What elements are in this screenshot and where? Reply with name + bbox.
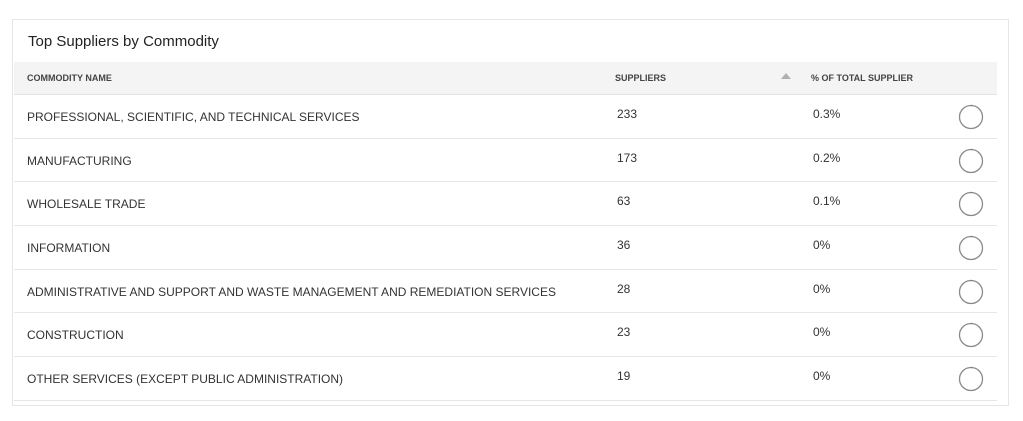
column-header-suppliers[interactable]: SUPPLIERS xyxy=(615,73,667,83)
progress-ring-icon xyxy=(958,322,984,348)
progress-ring-fill xyxy=(958,148,984,174)
suppliers-count-cell: 19 xyxy=(617,369,631,384)
table-row[interactable]: OTHER SERVICES (EXCEPT PUBLIC ADMINISTRA… xyxy=(14,357,997,401)
progress-ring-icon xyxy=(958,148,984,174)
table-row[interactable]: MANUFACTURING 173 0.2% xyxy=(14,139,997,183)
progress-ring-icon xyxy=(958,366,984,392)
table-row[interactable]: INFORMATION 36 0% xyxy=(14,226,997,270)
commodity-name-cell: ADMINISTRATIVE AND SUPPORT AND WASTE MAN… xyxy=(27,284,556,299)
suppliers-count-cell: 233 xyxy=(617,107,638,121)
progress-ring-icon xyxy=(958,104,984,130)
table-row[interactable]: CONSTRUCTION 23 0% xyxy=(14,313,997,358)
sort-arrow-up-icon[interactable] xyxy=(781,73,791,79)
column-header-commodity-name[interactable]: COMMODITY NAME xyxy=(27,73,112,83)
progress-ring-track xyxy=(958,104,984,130)
progress-ring-fill xyxy=(958,366,984,392)
pct-total-cell: 0% xyxy=(813,238,831,253)
progress-ring-track xyxy=(958,235,984,261)
progress-ring-fill xyxy=(958,235,984,261)
table-header: COMMODITY NAME SUPPLIERS % OF TOTAL SUPP… xyxy=(14,62,997,95)
suppliers-count-cell: 28 xyxy=(617,281,631,296)
suppliers-count-cell: 63 xyxy=(617,194,631,209)
pct-total-cell: 0.2% xyxy=(813,150,841,165)
commodity-name-cell: PROFESSIONAL, SCIENTIFIC, AND TECHNICAL … xyxy=(27,110,360,124)
pct-total-cell: 0.1% xyxy=(813,194,841,209)
table-row[interactable]: PROFESSIONAL, SCIENTIFIC, AND TECHNICAL … xyxy=(14,95,997,139)
suppliers-count-cell: 23 xyxy=(617,325,631,340)
pct-total-cell: 0% xyxy=(813,369,831,384)
progress-ring-track xyxy=(958,192,984,217)
progress-ring-fill xyxy=(958,104,984,130)
commodity-name-cell: INFORMATION xyxy=(27,241,111,256)
progress-ring-track xyxy=(958,323,984,348)
progress-ring-fill xyxy=(958,191,984,217)
progress-ring-fill xyxy=(958,279,984,305)
progress-ring-fill xyxy=(958,322,984,348)
pct-total-cell: 0% xyxy=(813,325,831,340)
pct-total-cell: 0% xyxy=(813,281,831,296)
commodity-name-cell: OTHER SERVICES (EXCEPT PUBLIC ADMINISTRA… xyxy=(27,372,344,387)
progress-ring-icon xyxy=(958,235,984,261)
table-row[interactable]: ADMINISTRATIVE AND SUPPORT AND WASTE MAN… xyxy=(14,270,997,314)
progress-ring-track xyxy=(958,366,984,392)
commodity-name-cell: WHOLESALE TRADE xyxy=(27,197,146,212)
commodity-name-cell: CONSTRUCTION xyxy=(27,328,124,343)
commodity-name-cell: MANUFACTURING xyxy=(27,153,132,168)
table-row[interactable]: WHOLESALE TRADE 63 0.1% xyxy=(14,182,997,227)
suppliers-count-cell: 173 xyxy=(617,150,638,165)
progress-ring-icon xyxy=(958,191,984,217)
column-header-pct-total-supplier[interactable]: % OF TOTAL SUPPLIER xyxy=(811,73,914,83)
table-body: PROFESSIONAL, SCIENTIFIC, AND TECHNICAL … xyxy=(14,95,997,401)
panel-title: Top Suppliers by Commodity xyxy=(28,33,219,50)
pct-total-cell: 0.3% xyxy=(813,107,841,121)
suppliers-count-cell: 36 xyxy=(617,238,631,253)
progress-ring-track xyxy=(958,148,984,173)
progress-ring-track xyxy=(958,279,984,304)
top-suppliers-panel: Top Suppliers by Commodity COMMODITY NAM… xyxy=(12,19,1009,406)
progress-ring-icon xyxy=(958,279,984,305)
